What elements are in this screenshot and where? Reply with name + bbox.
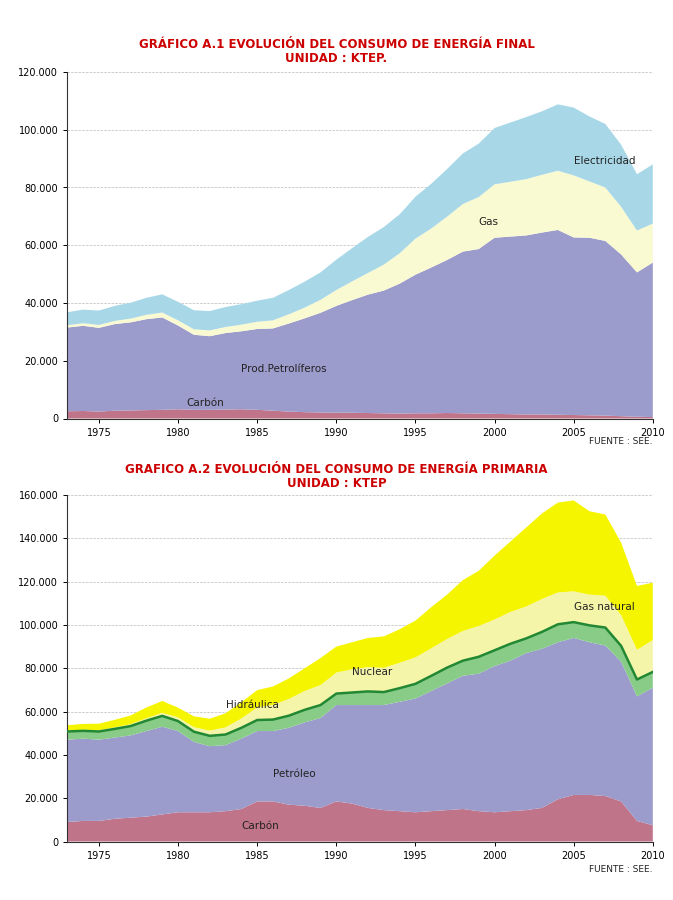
Text: FUENTE : SEE.: FUENTE : SEE.: [590, 436, 653, 446]
Text: FUENTE : SEE.: FUENTE : SEE.: [590, 865, 653, 874]
Text: UNIDAD : KTEP: UNIDAD : KTEP: [287, 477, 386, 490]
Text: UNIDAD : KTEP.: UNIDAD : KTEP.: [285, 52, 388, 65]
Text: GRAFICO A.2 EVOLUCIÓN DEL CONSUMO DE ENERGÍA PRIMARIA: GRAFICO A.2 EVOLUCIÓN DEL CONSUMO DE ENE…: [125, 464, 548, 476]
Text: Electricidad: Electricidad: [573, 157, 635, 166]
Text: GRÁFICO A.1 EVOLUCIÓN DEL CONSUMO DE ENERGÍA FINAL: GRÁFICO A.1 EVOLUCIÓN DEL CONSUMO DE ENE…: [139, 39, 534, 51]
Text: Gas: Gas: [479, 217, 499, 227]
Text: Nuclear: Nuclear: [352, 667, 392, 677]
Text: Gas natural: Gas natural: [573, 602, 635, 612]
Text: Hidráulica: Hidráulica: [225, 700, 279, 710]
Text: Carbón: Carbón: [186, 398, 223, 408]
Text: Carbón: Carbón: [242, 821, 279, 831]
Text: Petróleo: Petróleo: [273, 769, 316, 778]
Text: Prod.Petrolíferos: Prod.Petrolíferos: [242, 364, 327, 374]
